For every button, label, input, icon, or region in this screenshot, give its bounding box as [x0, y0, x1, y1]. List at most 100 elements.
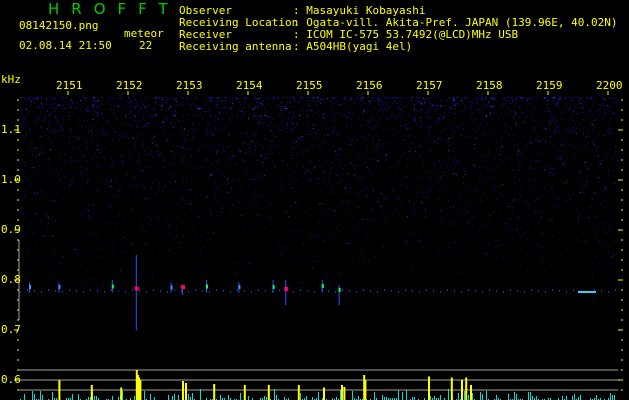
meteor-echo: [338, 288, 341, 292]
x-tick-label: 2158: [476, 79, 503, 92]
echo-band-dot: [34, 290, 35, 292]
noise-bar: [352, 391, 353, 400]
x-tick-label: 2154: [236, 79, 263, 92]
noise-bar: [382, 395, 383, 400]
noise-bar: [284, 397, 285, 400]
meteor-bar: [185, 383, 187, 400]
echo-band-dot: [503, 291, 504, 293]
echo-band-dot: [426, 289, 427, 291]
echo-band-dot: [615, 289, 616, 291]
meteor-bar: [182, 381, 184, 400]
noise-bar: [472, 393, 473, 400]
noise-bar: [434, 396, 435, 400]
echo-band-dot: [209, 291, 210, 293]
echo-band-dot: [356, 291, 357, 293]
noise-bar: [608, 398, 609, 400]
echo-band-dot: [167, 291, 168, 293]
x-tick-label: 2152: [116, 79, 143, 92]
echo-band-dot: [419, 291, 420, 293]
echo-band-dot: [321, 289, 322, 291]
noise-bar: [482, 394, 483, 400]
meteor-bar: [135, 370, 138, 400]
echo-band-dot: [188, 291, 189, 293]
noise-bar: [340, 390, 341, 400]
meteor-echo: [29, 285, 31, 289]
echo-band-dot: [62, 291, 63, 293]
observer-value: : Masayuki Kobayashi: [293, 4, 426, 17]
noise-bar: [458, 393, 459, 400]
noise-bar: [90, 397, 91, 400]
noise-bar: [288, 398, 289, 400]
echo-band-dot: [447, 289, 448, 291]
noise-bar: [498, 398, 499, 400]
echo-band-dot: [517, 290, 518, 292]
noise-bar: [444, 398, 445, 400]
meteor-count: 22: [139, 39, 153, 52]
noise-bar: [88, 397, 89, 400]
noise-bar: [566, 396, 567, 400]
noise-bar: [32, 391, 33, 400]
noise-bar: [300, 393, 301, 400]
noise-bar: [54, 398, 55, 400]
echo-band-dot: [482, 291, 483, 293]
noise-bar: [192, 393, 193, 400]
noise-bar: [200, 389, 201, 400]
echo-band-dot: [559, 290, 560, 292]
meteor-bar: [58, 380, 61, 400]
noise-bar: [68, 398, 69, 400]
meteor-label: meteor: [124, 27, 164, 40]
echo-band-dot: [545, 291, 546, 293]
echo-band-dot: [349, 290, 350, 292]
echo-band-dot: [405, 289, 406, 291]
noise-bar: [508, 394, 509, 400]
echo-band-dot: [566, 291, 567, 293]
echo-band-dot: [377, 291, 378, 293]
meteor-echo: [58, 285, 61, 289]
noise-bar: [264, 396, 265, 400]
noise-bar: [262, 398, 263, 400]
noise-bar: [34, 394, 35, 400]
noise-bar: [590, 398, 591, 400]
echo-band-dot: [90, 289, 91, 291]
noise-bar: [40, 391, 41, 400]
echo-band-dot: [370, 290, 371, 292]
noise-bar: [190, 397, 191, 400]
noise-bar: [134, 396, 135, 400]
noise-bar: [612, 395, 613, 400]
noise-bar: [562, 396, 563, 400]
meteor-echo: [284, 287, 289, 291]
echo-band-dot: [384, 289, 385, 291]
filename: 08142150.png: [19, 19, 99, 32]
echo-band-dot: [461, 291, 462, 293]
meteor-echo: [170, 285, 173, 290]
x-tick-label: 2157: [416, 79, 443, 92]
noise-bar: [548, 398, 549, 400]
y-tick-label: 0.7: [1, 323, 21, 336]
echo-band-dot: [573, 289, 574, 291]
noise-bar: [384, 397, 385, 400]
noise-bar: [224, 398, 225, 400]
meteor-bar: [137, 375, 139, 400]
noise-bar: [42, 395, 43, 400]
noise-bar: [228, 395, 229, 400]
noise-bar: [528, 392, 529, 400]
echo-band-dot: [223, 290, 224, 292]
echo-band-dot: [139, 290, 140, 292]
noise-bar: [394, 398, 395, 400]
echo-band-dot: [69, 289, 70, 291]
meteor-echo: [321, 284, 324, 288]
noise-bar: [174, 394, 175, 400]
meteor-echo: [111, 284, 114, 289]
noise-bar: [154, 397, 155, 400]
echo-band-dot: [132, 289, 133, 291]
noise-bar: [594, 398, 595, 400]
echo-band-dot: [48, 289, 49, 291]
echo-band-dot: [27, 289, 28, 291]
noise-bar: [496, 395, 497, 400]
noise-bar: [580, 395, 581, 400]
echo-band-dot: [510, 289, 511, 291]
receiver-label: Receiver: [179, 28, 232, 41]
